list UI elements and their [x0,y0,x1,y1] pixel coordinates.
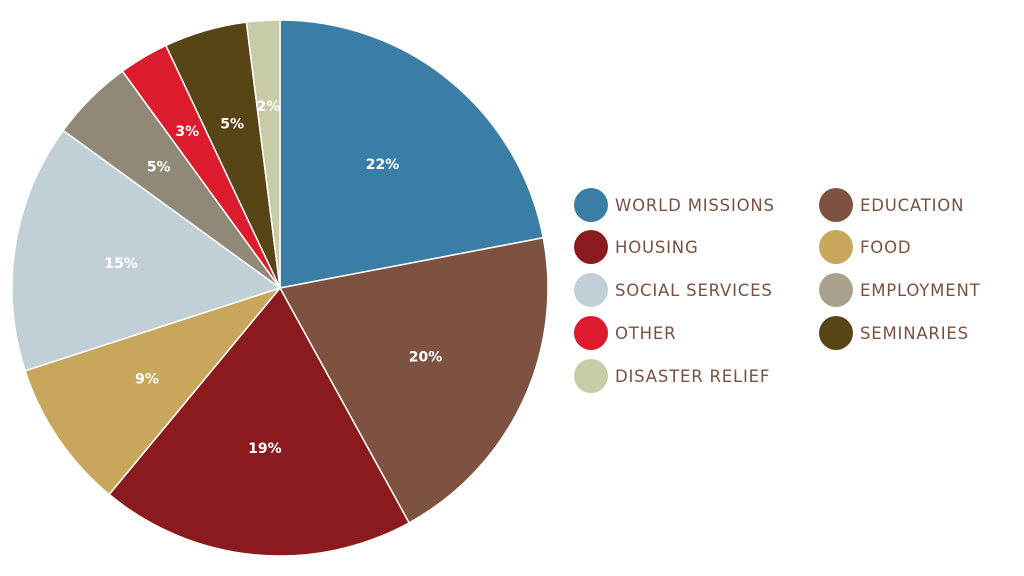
legend-item-world-missions: WORLD MISSIONS [574,188,775,222]
legend-label: SEMINARIES [860,323,969,343]
legend-item-food: FOOD [819,230,911,264]
pie-slice-social-services [11,129,282,372]
slice-value-label: 5% [220,116,244,132]
pie-slice-world-missions [279,19,545,289]
legend-swatch-icon [819,273,853,307]
legend-item-social-services: SOCIAL SERVICES [574,273,773,307]
legend-label: FOOD [860,237,912,257]
slice-value-label: 22% [366,157,400,173]
legend-item-disaster-relief: DISASTER RELIEF [574,359,770,393]
legend-label: WORLD MISSIONS [615,195,775,215]
legend-swatch-icon [819,230,853,264]
legend-item-housing: HOUSING [574,230,699,264]
legend-item-seminaries: SEMINARIES [819,316,969,350]
pie-slice-food [24,286,283,496]
slice-value-label: 9% [135,371,159,387]
legend-item-employment: EMPLOYMENT [819,273,980,307]
legend-label: EDUCATION [860,195,965,215]
pie-chart: 22% 20% 19% 9% 15% 5% 3% 5% 2% [11,19,549,557]
legend-item-education: EDUCATION [819,188,964,222]
legend-swatch-icon [574,316,608,350]
pie-slice-housing [108,286,411,557]
legend-swatch-icon [819,188,853,222]
legend-label: OTHER [615,323,677,343]
pie-slice-disaster-relief [245,19,281,289]
slice-value-label: 3% [175,124,199,140]
legend-label: SOCIAL SERVICES [615,280,773,300]
legend-swatch-icon [574,273,608,307]
slice-value-label: 19% [248,441,282,457]
slice-value-label: 20% [409,349,443,365]
legend-label: HOUSING [615,237,699,257]
slice-value-label: 5% [147,160,171,176]
pie-slice-education [278,236,549,524]
legend-label: DISASTER RELIEF [615,366,771,386]
legend-swatch-icon [819,316,853,350]
legend-label: EMPLOYMENT [860,280,981,300]
legend-swatch-icon [574,230,608,264]
slice-value-label: 15% [104,256,138,272]
slice-value-label: 2% [257,99,281,115]
legend-swatch-icon [574,359,608,393]
legend-item-other: OTHER [574,316,676,350]
legend-swatch-icon [574,188,608,222]
